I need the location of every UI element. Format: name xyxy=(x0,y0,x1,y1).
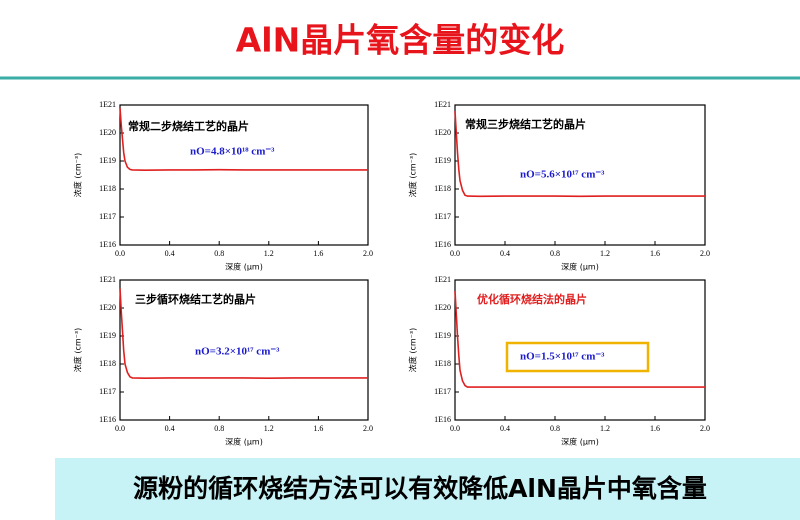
data-line xyxy=(454,291,705,388)
x-tick-label: 0.0 xyxy=(115,249,125,258)
x-tick-label: 0.8 xyxy=(214,249,224,258)
x-tick-label: 2.0 xyxy=(700,249,710,258)
chart-label: 常规三步烧结工艺的晶片 xyxy=(465,117,586,131)
y-tick-label: 1E18 xyxy=(99,184,116,193)
x-axis-label: 深度 (μm) xyxy=(225,437,263,447)
x-tick-label: 2.0 xyxy=(700,424,710,433)
y-tick-label: 1E19 xyxy=(434,156,451,165)
y-tick-label: 1E16 xyxy=(99,240,116,249)
x-tick-label: 0.0 xyxy=(115,424,125,433)
plot-frame xyxy=(454,279,706,421)
x-tick-label: 0.0 xyxy=(450,249,460,258)
y-tick-label: 1E19 xyxy=(434,331,451,340)
chart-label: 三步循环烧结工艺的晶片 xyxy=(135,292,256,306)
x-tick-label: 0.4 xyxy=(500,249,510,258)
y-tick-label: 1E20 xyxy=(434,303,451,312)
y-tick-label: 1E17 xyxy=(99,212,116,221)
annotation: nO=4.8×10¹⁸ cm⁻³ xyxy=(190,146,275,158)
y-tick-label: 1E20 xyxy=(99,303,116,312)
y-axis-label: 浓度 (cm⁻³) xyxy=(73,153,83,197)
y-tick-label: 1E20 xyxy=(99,128,116,137)
y-tick-label: 1E19 xyxy=(99,156,116,165)
x-tick-label: 1.6 xyxy=(313,424,323,433)
x-tick-label: 2.0 xyxy=(363,424,373,433)
plot-frame xyxy=(119,104,369,246)
x-tick-label: 1.2 xyxy=(264,424,274,433)
x-tick-label: 2.0 xyxy=(363,249,373,258)
x-tick-label: 1.6 xyxy=(650,424,660,433)
x-tick-label: 1.6 xyxy=(313,249,323,258)
plot-frame xyxy=(119,279,369,421)
y-tick-label: 1E18 xyxy=(434,359,451,368)
chart-label: 常规二步烧结工艺的晶片 xyxy=(128,119,249,133)
data-line xyxy=(454,111,705,198)
x-axis-label: 深度 (μm) xyxy=(225,262,263,272)
x-tick-label: 1.2 xyxy=(600,249,610,258)
x-tick-label: 0.4 xyxy=(165,249,175,258)
y-axis-label: 浓度 (cm⁻³) xyxy=(408,153,418,197)
slide-title: AlN晶片氧含量的变化 xyxy=(236,21,564,60)
y-tick-label: 1E21 xyxy=(434,100,451,109)
annotation: nO=3.2×10¹⁷ cm⁻³ xyxy=(195,346,280,358)
y-tick-label: 1E18 xyxy=(434,184,451,193)
y-tick-label: 1E21 xyxy=(99,100,116,109)
y-tick-label: 1E17 xyxy=(434,212,451,221)
conclusion-banner xyxy=(55,458,800,520)
x-tick-label: 0.0 xyxy=(450,424,460,433)
y-tick-label: 1E18 xyxy=(99,359,116,368)
x-tick-label: 0.8 xyxy=(550,424,560,433)
plot-frame xyxy=(454,104,706,246)
y-tick-label: 1E20 xyxy=(434,128,451,137)
x-tick-label: 1.6 xyxy=(650,249,660,258)
x-axis-label: 深度 (μm) xyxy=(561,437,599,447)
y-tick-label: 1E17 xyxy=(99,387,116,396)
y-tick-label: 1E16 xyxy=(434,415,451,424)
x-tick-label: 1.2 xyxy=(600,424,610,433)
annotation-box xyxy=(505,341,650,373)
chart-label: 优化循环烧结法的晶片 xyxy=(477,292,587,306)
x-tick-label: 0.8 xyxy=(550,249,560,258)
x-axis-label: 深度 (μm) xyxy=(561,262,599,272)
y-tick-label: 1E21 xyxy=(434,275,451,284)
x-tick-label: 0.4 xyxy=(500,424,510,433)
data-line xyxy=(119,107,368,172)
y-tick-label: 1E21 xyxy=(99,275,116,284)
annotation: nO=5.6×10¹⁷ cm⁻³ xyxy=(520,169,605,181)
y-tick-label: 1E19 xyxy=(99,331,116,340)
x-tick-label: 0.8 xyxy=(214,424,224,433)
x-tick-label: 0.4 xyxy=(165,424,175,433)
y-axis-label: 浓度 (cm⁻³) xyxy=(408,328,418,372)
annotation: nO=1.5×10¹⁷ cm⁻³ xyxy=(520,351,605,363)
y-tick-label: 1E17 xyxy=(434,387,451,396)
y-tick-label: 1E16 xyxy=(99,415,116,424)
x-tick-label: 1.2 xyxy=(264,249,274,258)
data-line xyxy=(119,288,368,380)
y-axis-label: 浓度 (cm⁻³) xyxy=(73,328,83,372)
conclusion: 源粉的循环烧结方法可以有效降低AlN晶片中氧含量 xyxy=(133,474,707,503)
y-tick-label: 1E16 xyxy=(434,240,451,249)
